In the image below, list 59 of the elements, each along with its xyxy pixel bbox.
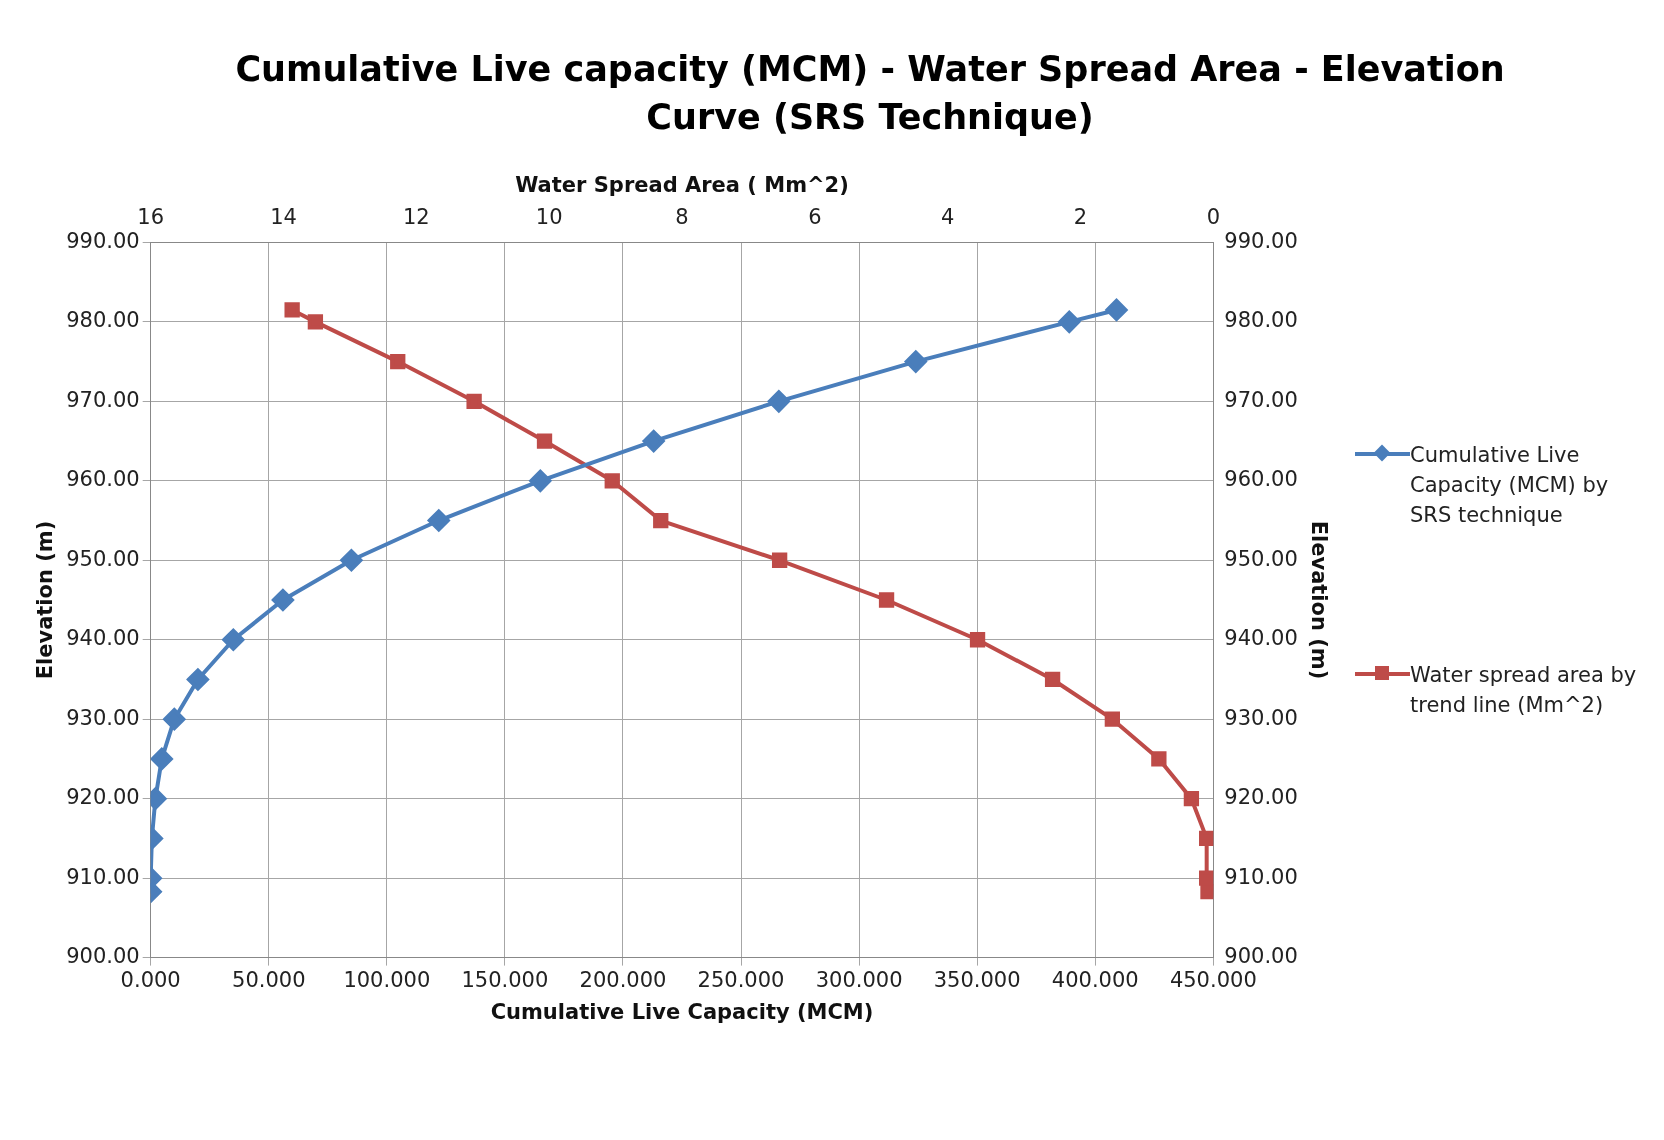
- y2-tick-label: 910.00: [1224, 864, 1298, 889]
- x-tick-label: 0.000: [120, 967, 181, 992]
- point: [529, 469, 552, 492]
- y-tick-label: 900.00: [66, 944, 140, 969]
- point: [222, 628, 245, 651]
- point: [1105, 298, 1128, 321]
- y2-tick-label: 980.00: [1224, 308, 1298, 333]
- y-tick-label: 960.00: [66, 467, 140, 492]
- y-tick-label: 940.00: [66, 626, 140, 651]
- point: [150, 747, 173, 770]
- y2-tick-label: 970.00: [1224, 387, 1298, 412]
- x2-tick-label: 8: [675, 205, 689, 230]
- point: [1058, 310, 1081, 333]
- x2-tick-label: 0: [1206, 205, 1221, 230]
- y2-tick-label: 990.00: [1224, 228, 1298, 253]
- x-axis-title: Cumulative Live Capacity (MCM): [490, 999, 874, 1024]
- x-tick-label: 200.000: [579, 967, 667, 992]
- y2-tick-label: 920.00: [1224, 785, 1298, 810]
- y2-tick-label: 950.00: [1224, 546, 1298, 571]
- x-tick-label: 450.000: [1169, 967, 1257, 992]
- y2-tick-label: 960.00: [1224, 467, 1298, 492]
- point: [163, 708, 186, 731]
- y-tick-label: 920.00: [66, 785, 140, 810]
- x2-tick-label: 6: [808, 205, 822, 230]
- point: [767, 390, 790, 413]
- chart-title: Cumulative Live capacity (MCM) - Water Spread Area - Elevation Curve (SRS Technique): [234, 48, 1506, 139]
- point: [642, 430, 665, 453]
- y2-tick-label: 940.00: [1224, 626, 1298, 651]
- x2-tick-label: 12: [402, 205, 430, 230]
- point: [271, 589, 294, 611]
- y-tick-label: 910.00: [66, 864, 140, 889]
- point: [340, 549, 363, 572]
- x2-axis-title: Water Spread Area ( Mm^2): [515, 173, 849, 198]
- x2-tick-label: 4: [940, 205, 955, 230]
- x2-tick-label: 2: [1073, 205, 1088, 230]
- y-tick-label: 930.00: [66, 705, 140, 730]
- x-tick-label: 50.000: [232, 967, 306, 992]
- legend-label: Water spread area by trend line (Mm^2): [1410, 662, 1638, 719]
- point: [904, 350, 927, 373]
- x2-tick-label: 10: [535, 205, 563, 230]
- x-tick-label: 400.000: [1051, 967, 1139, 992]
- x-tick-label: 300.000: [815, 967, 903, 992]
- legend-label: Cumulative Live Capacity (MCM) by SRS technique: [1410, 442, 1610, 529]
- x-tick-label: 350.000: [933, 967, 1021, 992]
- y-axis-title: Elevation (m): [33, 520, 58, 680]
- y2-tick-label: 930.00: [1224, 705, 1298, 730]
- y-tick-label: 980.00: [66, 308, 140, 333]
- y2-tick-label: 900.00: [1224, 944, 1298, 969]
- y-tick-label: 950.00: [66, 546, 140, 571]
- point: [427, 509, 450, 532]
- y-tick-label: 970.00: [66, 387, 140, 412]
- x2-tick-label: 14: [270, 205, 297, 230]
- x-tick-label: 250.000: [697, 967, 785, 992]
- point: [186, 668, 209, 691]
- y2-axis-title: Elevation (m): [1306, 520, 1331, 680]
- y-tick-label: 990.00: [66, 228, 140, 253]
- x-tick-label: 150.000: [461, 967, 549, 992]
- x-tick-label: 100.000: [343, 967, 431, 992]
- x2-tick-label: 16: [137, 205, 165, 230]
